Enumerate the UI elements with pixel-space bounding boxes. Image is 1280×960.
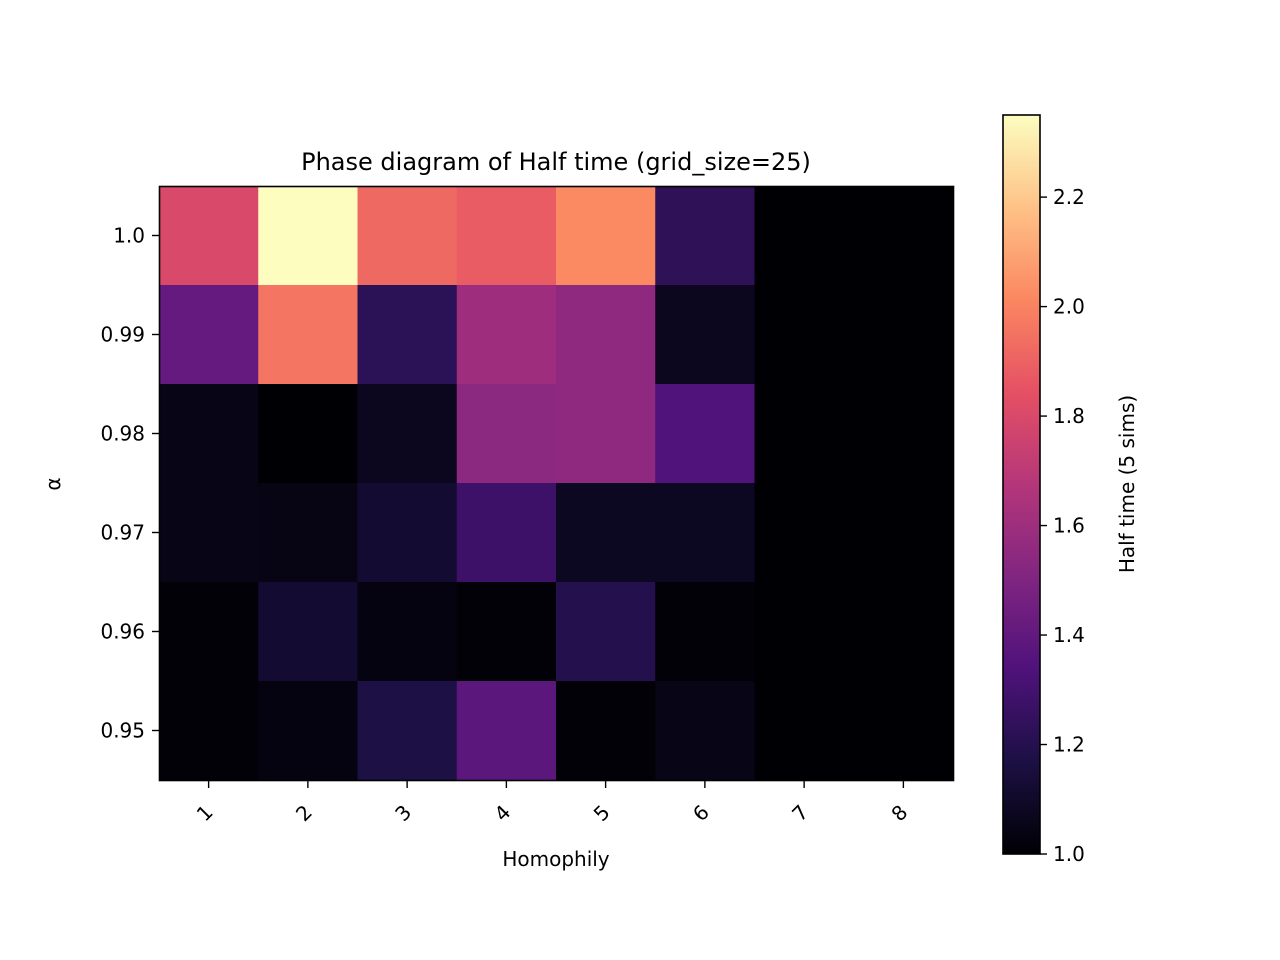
- heatmap-cell: [456, 384, 557, 484]
- heatmap-cell: [556, 483, 656, 583]
- heatmap-cell: [357, 483, 458, 583]
- colorbar: 1.0 1.2 1.4 1.6 1.8 2.0 2.2 Half time (5 sims): [1002, 114, 1139, 866]
- colorbar-tick-label: 1.0: [1053, 842, 1085, 866]
- heatmap-cell: [853, 186, 954, 286]
- colorbar-tick-label: 1.2: [1053, 733, 1085, 757]
- heatmap-cell: [456, 681, 557, 781]
- heatmap-cell: [754, 582, 855, 682]
- x-axis-label: Homophily: [502, 847, 609, 871]
- x-tick-label: 2: [291, 800, 317, 826]
- heatmap-cell: [159, 186, 259, 286]
- x-tick-label: 1: [192, 800, 218, 826]
- heatmap-cell: [754, 186, 855, 286]
- colorbar-frame: [1002, 114, 1041, 855]
- colorbar-tick-label: 1.8: [1053, 404, 1085, 428]
- heatmap-cell: [556, 681, 656, 781]
- x-axis-ticks: 1 2 3 4 5 6 7 8: [192, 781, 912, 826]
- heatmap-cell: [655, 384, 756, 484]
- y-tick-label: 1.0: [113, 224, 145, 248]
- heatmap-cell: [456, 285, 557, 385]
- colorbar-tick-label: 2.2: [1053, 185, 1085, 209]
- heatmap-cell: [258, 285, 359, 385]
- x-tick-label: 6: [688, 800, 714, 826]
- y-tick-label: 0.99: [100, 323, 145, 347]
- heatmap-cell: [159, 285, 259, 385]
- x-tick-label: 8: [886, 800, 912, 826]
- heatmap-cell: [456, 582, 557, 682]
- heatmap-cell: [258, 681, 359, 781]
- heatmap-cell: [456, 483, 557, 583]
- colorbar-gradient: [1003, 115, 1040, 854]
- heatmap-cell: [556, 186, 656, 286]
- heatmap-cell: [853, 681, 954, 781]
- heatmap-cell: [754, 285, 855, 385]
- heatmap-cell: [556, 384, 656, 484]
- colorbar-label: Half time (5 sims): [1115, 395, 1139, 573]
- colorbar-tick-label: 1.4: [1053, 623, 1085, 647]
- heatmap-cell: [357, 186, 458, 286]
- chart-title: Phase diagram of Half time (grid_size=25…: [301, 148, 811, 176]
- y-tick-label: 0.97: [100, 521, 145, 545]
- heatmap-cell: [456, 186, 557, 286]
- x-tick-label: 3: [390, 800, 416, 826]
- colorbar-ticks: 1.0 1.2 1.4 1.6 1.8 2.0 2.2: [1040, 185, 1085, 866]
- heatmap-cell: [357, 384, 458, 484]
- heatmap-cell: [357, 582, 458, 682]
- heatmap-cell: [258, 483, 359, 583]
- heatmap-cell: [159, 681, 259, 781]
- heatmap-cell: [159, 384, 259, 484]
- heatmap-cell: [655, 285, 756, 385]
- heatmap-cell: [655, 681, 756, 781]
- heatmap-cell: [258, 186, 359, 286]
- heatmap-cells: [159, 186, 954, 781]
- heatmap-cell: [258, 582, 359, 682]
- colorbar-tick-label: 1.6: [1053, 514, 1085, 538]
- heatmap-cell: [655, 483, 756, 583]
- colorbar-tick-label: 2.0: [1053, 295, 1085, 319]
- heatmap-cell: [853, 582, 954, 682]
- x-tick-label: 4: [489, 800, 515, 826]
- heatmap-cell: [853, 285, 954, 385]
- y-tick-label: 0.96: [100, 620, 145, 644]
- heatmap-cell: [754, 384, 855, 484]
- heatmap-cell: [655, 186, 756, 286]
- y-tick-label: 0.95: [100, 719, 145, 743]
- y-axis-ticks: 1.0 0.99 0.98 0.97 0.96 0.95: [100, 224, 159, 743]
- heatmap-cell: [357, 681, 458, 781]
- x-tick-label: 7: [787, 800, 813, 826]
- heatmap-cell: [655, 582, 756, 682]
- x-tick-label: 5: [589, 800, 615, 826]
- heatmap-cell: [159, 483, 259, 583]
- heatmap-cell: [853, 384, 954, 484]
- heatmap-cell: [258, 384, 359, 484]
- y-tick-label: 0.98: [100, 422, 145, 446]
- heatmap-cell: [754, 681, 855, 781]
- heatmap-cell: [357, 285, 458, 385]
- heatmap-cell: [754, 483, 855, 583]
- heatmap-cell: [159, 582, 259, 682]
- heatmap-cell: [853, 483, 954, 583]
- plot-frame: [158, 185, 955, 782]
- heatmap-cell: [556, 582, 656, 682]
- y-axis-label: α: [41, 477, 65, 490]
- heatmap-cell: [556, 285, 656, 385]
